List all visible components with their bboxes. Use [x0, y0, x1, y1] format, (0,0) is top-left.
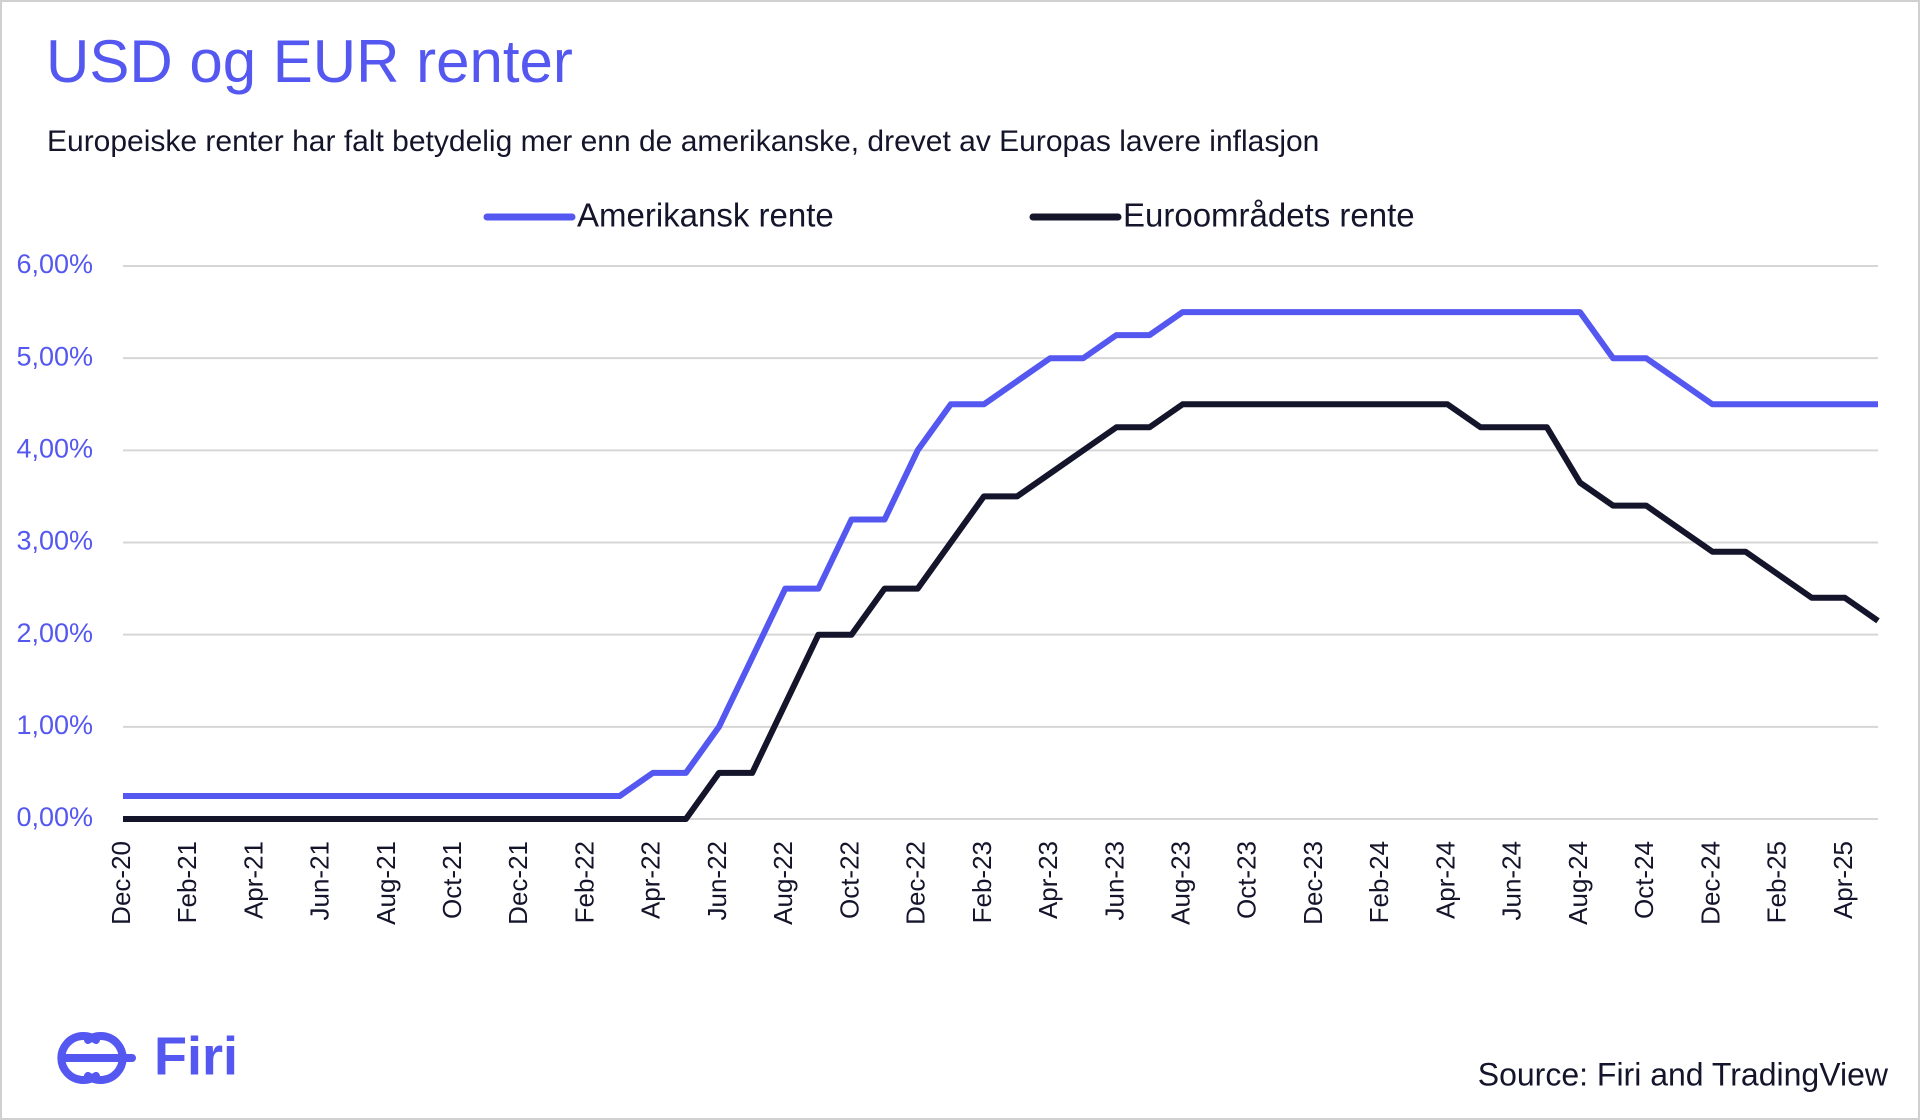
x-tick-label: Dec-23	[1298, 841, 1328, 925]
y-tick-label: 1,00%	[16, 710, 93, 740]
x-tick-label: Aug-23	[1165, 841, 1195, 925]
y-tick-label: 6,00%	[16, 249, 93, 279]
x-tick-label: Dec-20	[106, 841, 136, 925]
y-tick-label: 0,00%	[16, 802, 93, 832]
y-tick-label: 3,00%	[16, 526, 93, 556]
x-tick-label: Oct-21	[437, 841, 467, 919]
logo-text: Firi	[154, 1026, 238, 1086]
x-tick-label: Aug-24	[1563, 841, 1593, 925]
y-tick-label: 4,00%	[16, 433, 93, 463]
x-tick-label: Aug-22	[768, 841, 798, 925]
logo-icon	[84, 1032, 136, 1084]
x-tick-label: Apr-24	[1430, 841, 1460, 919]
chart-title: USD og EUR renter	[46, 28, 573, 95]
x-tick-label: Apr-21	[238, 841, 268, 919]
x-tick-label: Feb-24	[1364, 841, 1394, 923]
x-tick-label: Aug-21	[371, 841, 401, 925]
y-tick-label: 2,00%	[16, 618, 93, 648]
x-tick-label: Feb-23	[967, 841, 997, 923]
x-tick-label: Feb-21	[172, 841, 202, 923]
series-line	[123, 401, 1880, 822]
x-tick-label: Jun-24	[1497, 841, 1527, 921]
x-tick-label: Apr-25	[1828, 841, 1858, 919]
legend-label: Euroområdets rente	[1123, 197, 1415, 234]
x-tick-label: Feb-22	[569, 841, 599, 923]
x-tick-label: Feb-25	[1762, 841, 1792, 923]
source: Source: Firi and TradingView	[1478, 1056, 1889, 1092]
legend-label: Amerikansk rente	[577, 197, 834, 234]
x-tick-label: Jun-21	[305, 841, 335, 921]
x-tick-label: Jun-22	[702, 841, 732, 921]
x-tick-label: Oct-22	[834, 841, 864, 919]
x-tick-label: Apr-23	[1033, 841, 1063, 919]
x-tick-label: Oct-24	[1629, 841, 1659, 919]
x-tick-label: Oct-23	[1232, 841, 1262, 919]
x-tick-label: Apr-22	[636, 841, 666, 919]
x-tick-label: Dec-22	[901, 841, 931, 925]
chart-subtitle: Europeiske renter har falt betydelig mer…	[47, 125, 1319, 158]
series-line	[123, 309, 1878, 799]
y-tick-label: 5,00%	[16, 341, 93, 371]
logo	[57, 1032, 136, 1084]
x-tick-label: Jun-23	[1099, 841, 1129, 921]
x-tick-label: Dec-24	[1695, 841, 1725, 925]
x-tick-label: Dec-21	[503, 841, 533, 925]
